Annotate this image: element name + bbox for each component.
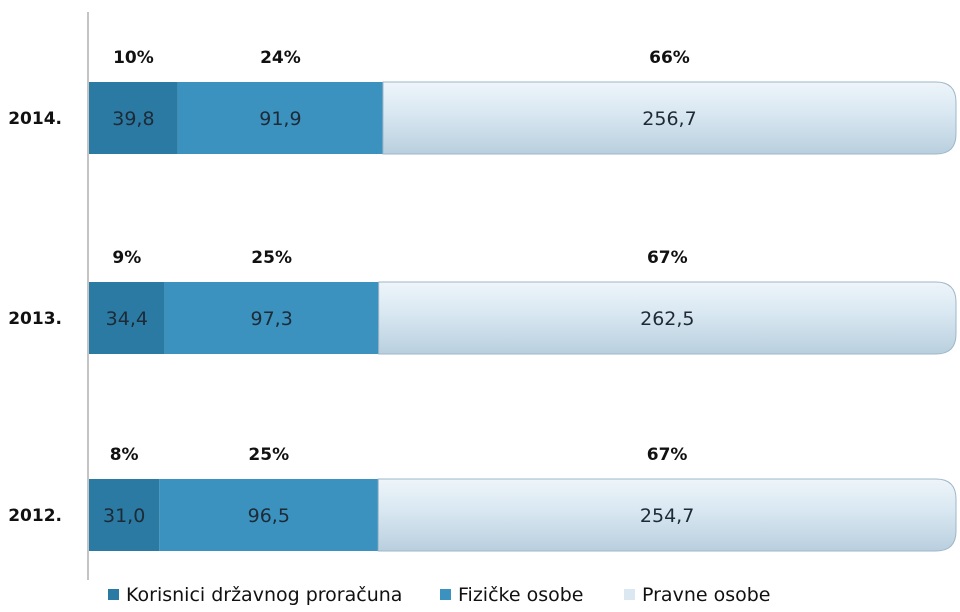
- percent-label-pravne-osobe-2013: 67%: [647, 248, 688, 268]
- labels-group: 2014. 39,8 10% 91,9 24% 256,7 66% 2013. 34,4 9% 97…: [8, 48, 696, 527]
- bar-pravne-osobe-2013: [378, 281, 957, 355]
- bar-fizicke-osobe-2013: [164, 282, 379, 354]
- value-label-pravne-osobe-2012: 254,7: [640, 505, 694, 527]
- percent-label-korisnici-drzavnog-proracuna-2014: 10%: [113, 48, 154, 68]
- value-label-korisnici-drzavnog-proracuna-2013: 34,4: [106, 308, 148, 330]
- bar-korisnici-drzavnog-proracuna-2012: [89, 479, 160, 551]
- category-label-2014: 2014.: [8, 109, 62, 129]
- percent-label-korisnici-drzavnog-proracuna-2013: 9%: [112, 248, 141, 268]
- value-label-fizicke-osobe-2014: 91,9: [259, 108, 301, 130]
- percent-label-korisnici-drzavnog-proracuna-2012: 8%: [110, 445, 139, 465]
- bar-pravne-osobe-2012: [377, 478, 957, 552]
- value-label-pravne-osobe-2014: 256,7: [642, 108, 696, 130]
- value-label-korisnici-drzavnog-proracuna-2014: 39,8: [112, 108, 154, 130]
- bars-group: [89, 81, 957, 552]
- value-label-fizicke-osobe-2012: 96,5: [248, 505, 290, 527]
- legend-swatch-pravne-osobe: [624, 589, 635, 600]
- bar-korisnici-drzavnog-proracuna-2014: [89, 82, 178, 154]
- bar-fizicke-osobe-2014: [177, 82, 383, 154]
- legend-label-fizicke-osobe: Fizičke osobe: [458, 584, 583, 606]
- value-label-pravne-osobe-2013: 262,5: [640, 308, 694, 330]
- percent-label-fizicke-osobe-2014: 24%: [260, 48, 301, 68]
- legend: Korisnici državnog proračuna Fizičke osob…: [108, 584, 771, 606]
- bar-pravne-osobe-2014: [382, 81, 957, 155]
- category-label-2012: 2012.: [8, 506, 62, 526]
- category-label-2013: 2013.: [8, 309, 62, 329]
- percent-label-fizicke-osobe-2013: 25%: [251, 248, 292, 268]
- percent-label-pravne-osobe-2012: 67%: [647, 445, 688, 465]
- legend-label-korisnici-drzavnog-proracuna: Korisnici državnog proračuna: [126, 584, 402, 606]
- percent-label-fizicke-osobe-2012: 25%: [248, 445, 289, 465]
- legend-swatch-fizicke-osobe: [440, 589, 451, 600]
- bar-korisnici-drzavnog-proracuna-2013: [89, 282, 165, 354]
- value-label-korisnici-drzavnog-proracuna-2012: 31,0: [103, 505, 145, 527]
- value-label-fizicke-osobe-2013: 97,3: [251, 308, 293, 330]
- bar-fizicke-osobe-2012: [159, 479, 379, 551]
- legend-swatch-korisnici-drzavnog-proracuna: [108, 589, 119, 600]
- percent-label-pravne-osobe-2014: 66%: [649, 48, 690, 68]
- legend-label-pravne-osobe: Pravne osobe: [642, 584, 771, 606]
